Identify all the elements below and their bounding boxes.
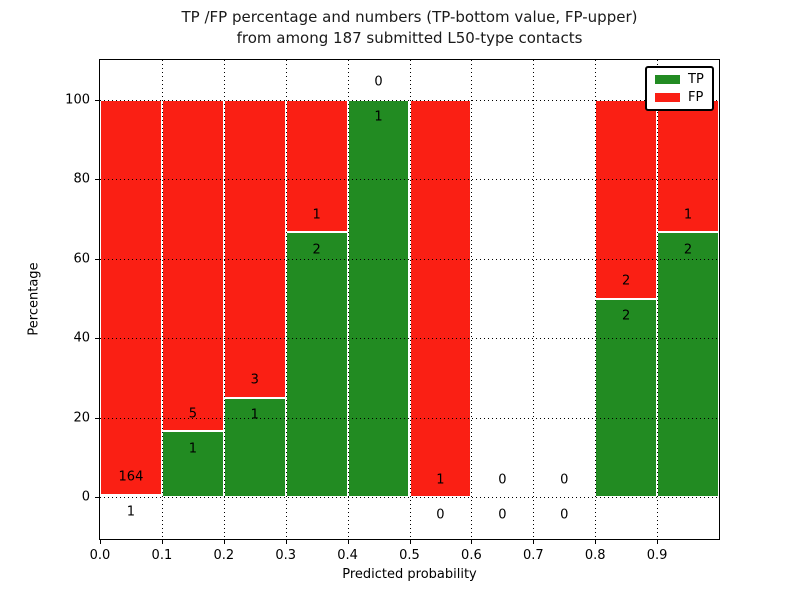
bar-fp-0.1-0.2: [161, 99, 224, 431]
x-tick-0.5: [409, 540, 411, 544]
tp-count-label-0.6-0.7: 0: [498, 507, 507, 523]
y-tick-label-100: 100: [65, 92, 90, 108]
y-tick-label-20: 20: [73, 410, 90, 426]
y-tick-60: [95, 258, 99, 260]
x-tick-0.4: [347, 540, 349, 544]
x-tick-0.6: [471, 540, 473, 544]
chart-title-line2: from among 187 submitted L50-type contac…: [236, 29, 583, 47]
chart-title: TP /FP percentage and numbers (TP-bottom…: [99, 7, 720, 49]
fp-count-label-0.1-0.2: 5: [188, 406, 197, 422]
tp-count-label-0.8-0.9: 2: [622, 308, 631, 324]
gridline-x-0.8: [595, 60, 597, 539]
bar-fp-0.2-0.3: [223, 99, 286, 398]
gridline-x-0.4: [347, 60, 349, 539]
x-tick-label-0.7: 0.7: [522, 548, 544, 563]
gridline-x-0.5: [409, 60, 411, 539]
plot-area: Predicted probability Percentage TP FP 0…: [27, 59, 720, 582]
x-tick-0.0: [100, 540, 101, 544]
tp-count-label-0.2-0.3: 1: [250, 407, 259, 423]
gridline-x-0.2: [223, 60, 225, 539]
bar-tp-0.0-0.1: [100, 494, 162, 498]
y-tick-100: [95, 99, 99, 101]
x-tick-0.3: [285, 540, 287, 544]
tp-count-label-0.4-0.5: 1: [374, 109, 383, 125]
gridline-x-0.3: [285, 60, 287, 539]
tp-color-swatch: [655, 75, 680, 84]
fp-count-label-0.0-0.1: 164: [118, 469, 144, 485]
y-axis-label: Percentage: [26, 262, 42, 336]
x-tick-label-0.8: 0.8: [584, 548, 606, 563]
fp-count-label-0.2-0.3: 3: [250, 372, 259, 388]
tp-count-label-0.9-1.0: 2: [683, 242, 693, 258]
legend: TP FP: [645, 66, 714, 111]
tp-count-label-0.0-0.1: 1: [126, 504, 136, 520]
tp-count-label-0.3-0.4: 2: [312, 242, 321, 258]
bar-fp-0.9-1.0: [657, 99, 719, 233]
y-tick-label-80: 80: [73, 171, 90, 187]
fp-count-label-0.6-0.7: 0: [498, 472, 507, 488]
fp-color-swatch: [655, 93, 680, 102]
fp-count-label-0.5-0.6: 1: [436, 472, 445, 488]
tp-count-label-0.1-0.2: 1: [188, 441, 197, 456]
x-axis-label: Predicted probability: [342, 567, 477, 582]
legend-item-fp: FP: [655, 91, 704, 104]
x-tick-0.9: [657, 540, 659, 544]
gridline-x-0.1: [161, 60, 163, 539]
legend-item-tp: TP: [655, 73, 704, 86]
x-tick-label-0.4: 0.4: [337, 548, 358, 563]
bar-fp-0.0-0.1: [100, 99, 162, 495]
y-tick-20: [95, 417, 99, 419]
gridline-x-0.9: [657, 60, 659, 539]
bar-tp-0.8-0.9: [595, 298, 658, 498]
fp-count-label-0.8-0.9: 2: [622, 273, 631, 289]
x-tick-label-0.6: 0.6: [461, 548, 482, 563]
y-tick-label-0: 0: [81, 489, 90, 505]
fp-count-label-0.4-0.5: 0: [374, 74, 383, 90]
x-tick-0.7: [533, 540, 535, 544]
bar-fp-0.5-0.6: [409, 99, 472, 498]
x-tick-label-0.5: 0.5: [399, 548, 420, 563]
gridline-x-0.7: [533, 60, 535, 539]
x-tick-label-0.3: 0.3: [275, 548, 297, 563]
legend-label-tp: TP: [688, 72, 704, 87]
tp-count-label-0.7-0.8: 0: [560, 507, 569, 523]
bar-tp-0.4-0.5: [347, 99, 410, 498]
bar-tp-0.9-1.0: [657, 232, 719, 498]
x-tick-label-0.0: 0.0: [89, 548, 111, 563]
fp-count-label-0.3-0.4: 1: [312, 207, 321, 223]
fp-count-label-0.9-1.0: 1: [683, 207, 693, 223]
y-tick-80: [95, 179, 99, 181]
x-tick-0.1: [161, 540, 163, 544]
legend-label-fp: FP: [688, 90, 704, 105]
x-tick-0.2: [223, 540, 225, 544]
chart-title-line1: TP /FP percentage and numbers (TP-bottom…: [181, 8, 638, 26]
fp-count-label-0.7-0.8: 0: [560, 472, 569, 488]
bar-tp-0.1-0.2: [161, 431, 224, 498]
bar-tp-0.3-0.4: [285, 232, 348, 498]
x-tick-label-0.2: 0.2: [213, 548, 235, 563]
x-tick-label-0.9: 0.9: [646, 548, 668, 563]
x-tick-0.8: [595, 540, 597, 544]
y-tick-0: [95, 497, 99, 499]
tp-count-label-0.5-0.6: 0: [436, 507, 445, 523]
y-tick-40: [95, 338, 99, 340]
y-tick-label-60: 60: [73, 251, 90, 267]
bar-fp-0.8-0.9: [595, 99, 658, 299]
x-tick-label-0.1: 0.1: [151, 548, 173, 563]
gridline-x-0.6: [471, 60, 473, 539]
y-tick-label-40: 40: [73, 330, 90, 346]
